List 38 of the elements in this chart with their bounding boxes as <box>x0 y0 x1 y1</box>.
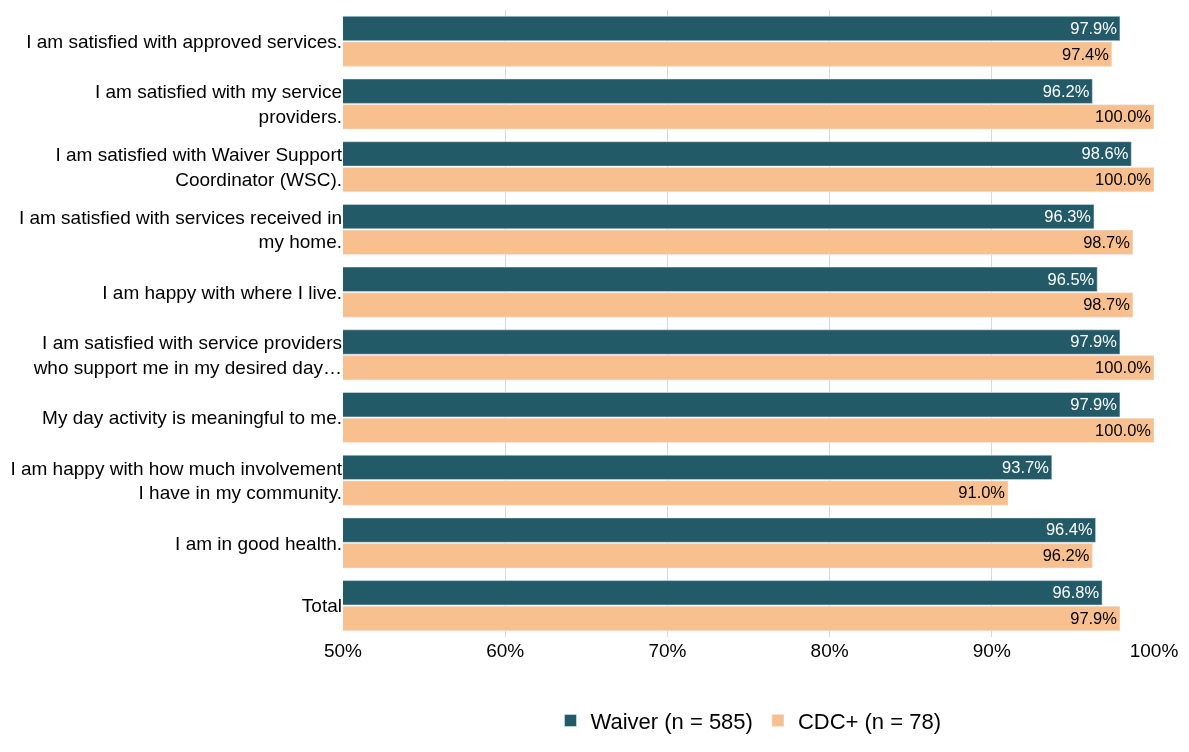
data-label: 96.5% <box>1047 269 1095 288</box>
y-tick-label: Total <box>301 595 342 617</box>
data-label: 98.7% <box>1083 295 1131 314</box>
y-tick-label: I am satisfied with approved services. <box>26 31 342 52</box>
data-label: 96.2% <box>1042 81 1090 100</box>
data-label: 98.7% <box>1083 232 1131 251</box>
x-tick-label: 60% <box>486 640 525 661</box>
data-label: 100.0% <box>1095 169 1152 188</box>
data-label: 96.8% <box>1052 583 1100 602</box>
x-tick-label: 80% <box>810 640 849 661</box>
data-label: 100.0% <box>1095 358 1152 377</box>
y-tick-label: I am happy with how much involvement I have in my community. <box>10 457 343 504</box>
legend-label: CDC+ (n = 78) <box>797 709 941 735</box>
y-tick-label: I am satisfied with my service providers. <box>94 81 342 128</box>
data-label: 97.9% <box>1070 608 1118 627</box>
data-label: 100.0% <box>1095 107 1152 126</box>
data-label: 97.9% <box>1070 395 1118 414</box>
data-label: 96.3% <box>1044 206 1092 225</box>
y-tick-label: My day activity is meaningful to me. <box>42 407 342 429</box>
data-label: 97.9% <box>1070 18 1118 37</box>
y-tick-label: I am happy with where I live. <box>102 281 342 303</box>
data-label: 98.6% <box>1081 144 1129 163</box>
data-label: 100.0% <box>1095 420 1152 439</box>
x-tick-label: 70% <box>648 640 687 661</box>
data-label: 96.2% <box>1042 546 1090 565</box>
data-label: 91.0% <box>958 483 1006 502</box>
data-label: 97.9% <box>1070 332 1118 351</box>
data-label: 96.4% <box>1045 520 1093 539</box>
y-tick-label: I am satisfied with services received in my home. <box>18 206 342 253</box>
y-tick-label: I am in good health. <box>175 532 342 554</box>
x-tick-label: 90% <box>972 640 1011 661</box>
data-label: 93.7% <box>1002 457 1050 476</box>
y-tick-label: I am satisfied with Waiver Support Coordinator (WSC). <box>55 144 343 190</box>
legend-label: Waiver (n = 585) <box>590 709 753 735</box>
x-tick-label: 100% <box>1129 640 1179 661</box>
y-tick-label: I am satisfied with service providers who support me in my desired day… <box>32 332 342 378</box>
x-tick-label: 50% <box>323 640 363 661</box>
data-label: 97.4% <box>1062 44 1110 63</box>
